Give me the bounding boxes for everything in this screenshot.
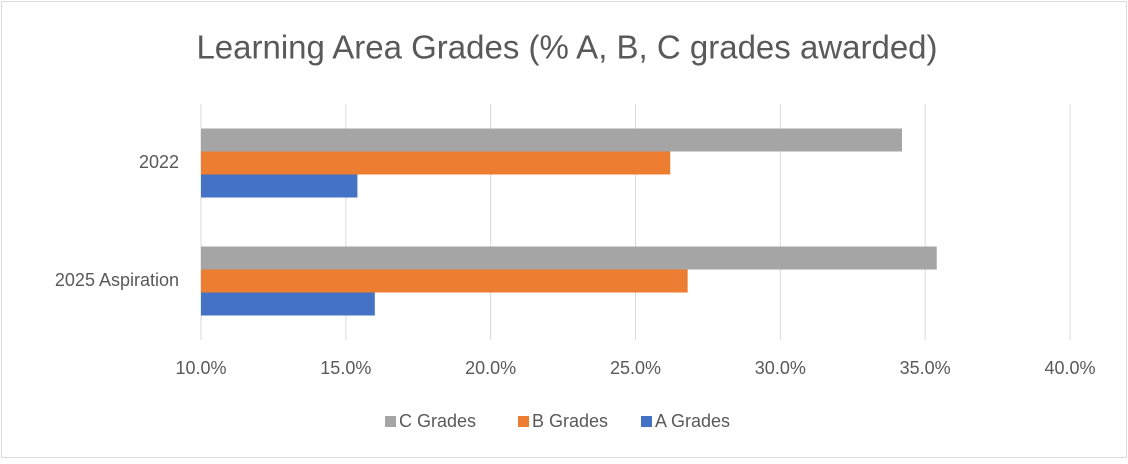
bar bbox=[201, 151, 671, 175]
y-tick-label: 2025 Aspiration bbox=[55, 270, 179, 290]
legend-swatch bbox=[518, 416, 529, 427]
x-tick-label: 10.0% bbox=[175, 358, 226, 378]
legend-swatch bbox=[385, 416, 396, 427]
bar bbox=[201, 128, 902, 152]
x-tick-label: 25.0% bbox=[610, 358, 661, 378]
chart-title: Learning Area Grades (% A, B, C grades a… bbox=[196, 29, 937, 66]
bar bbox=[201, 269, 688, 293]
legend-swatch bbox=[641, 416, 652, 427]
bar bbox=[201, 174, 358, 198]
bar bbox=[201, 292, 375, 316]
bar bbox=[201, 246, 937, 270]
y-tick-label: 2022 bbox=[139, 152, 179, 172]
x-tick-label: 35.0% bbox=[900, 358, 951, 378]
x-tick-label: 20.0% bbox=[465, 358, 516, 378]
legend-label: B Grades bbox=[532, 411, 608, 431]
legend-label: A Grades bbox=[655, 411, 730, 431]
x-tick-label: 15.0% bbox=[320, 358, 371, 378]
legend-label: C Grades bbox=[399, 411, 476, 431]
x-tick-label: 40.0% bbox=[1044, 358, 1095, 378]
x-tick-label: 30.0% bbox=[755, 358, 806, 378]
